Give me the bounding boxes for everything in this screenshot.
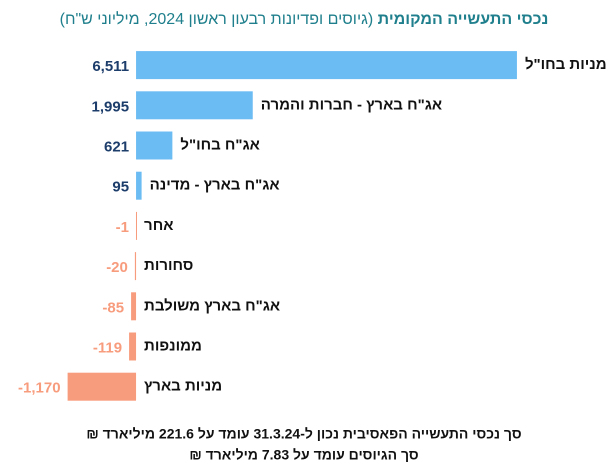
bar bbox=[136, 131, 173, 160]
value-label: -20 bbox=[106, 259, 128, 276]
value-label: 621 bbox=[104, 138, 129, 155]
category-label: מניות בארץ bbox=[144, 378, 222, 395]
value-label: -1,170 bbox=[18, 380, 61, 397]
value-label: 1,995 bbox=[92, 98, 130, 115]
bar bbox=[135, 211, 137, 240]
subtitle-rest: (גיוסים ופדיונות רבעון ראשון 2024, מיליו… bbox=[60, 10, 374, 28]
category-label: אג"ח בחו"ל bbox=[180, 136, 260, 153]
bar bbox=[131, 292, 137, 321]
value-label: 6,511 bbox=[92, 58, 129, 75]
bar bbox=[134, 252, 137, 281]
category-label: אג"ח בארץ משולבת bbox=[144, 297, 280, 314]
bar bbox=[67, 372, 137, 401]
value-label: -85 bbox=[102, 299, 124, 316]
category-label: סחורות bbox=[144, 257, 193, 274]
bar bbox=[136, 91, 253, 120]
footnote: סך הגיוסים עומד על 7.83 מיליארד ₪ bbox=[189, 447, 418, 463]
category-label: אג"ח בארץ - חברות והמרה bbox=[261, 96, 442, 113]
bar bbox=[136, 51, 517, 80]
subtitle-bold: נכסי התעשייה המקומית bbox=[378, 11, 549, 28]
category-label: ממונפות bbox=[144, 337, 202, 354]
bar bbox=[129, 332, 137, 361]
category-label: אג"ח בארץ - מדינה bbox=[150, 177, 280, 194]
value-label: 95 bbox=[112, 179, 129, 196]
value-label: -1 bbox=[116, 219, 129, 236]
bar bbox=[136, 171, 142, 200]
footnote: סך נכסי התעשייה הפאסיבית נכון ל-31.3.24 … bbox=[86, 426, 521, 442]
value-label: -119 bbox=[93, 339, 122, 356]
category-label: מניות בחו"ל bbox=[525, 56, 607, 73]
category-label: אחר bbox=[144, 217, 173, 234]
subtitle: נכסי התעשייה המקומית (גיוסים ופדיונות רב… bbox=[60, 10, 549, 28]
